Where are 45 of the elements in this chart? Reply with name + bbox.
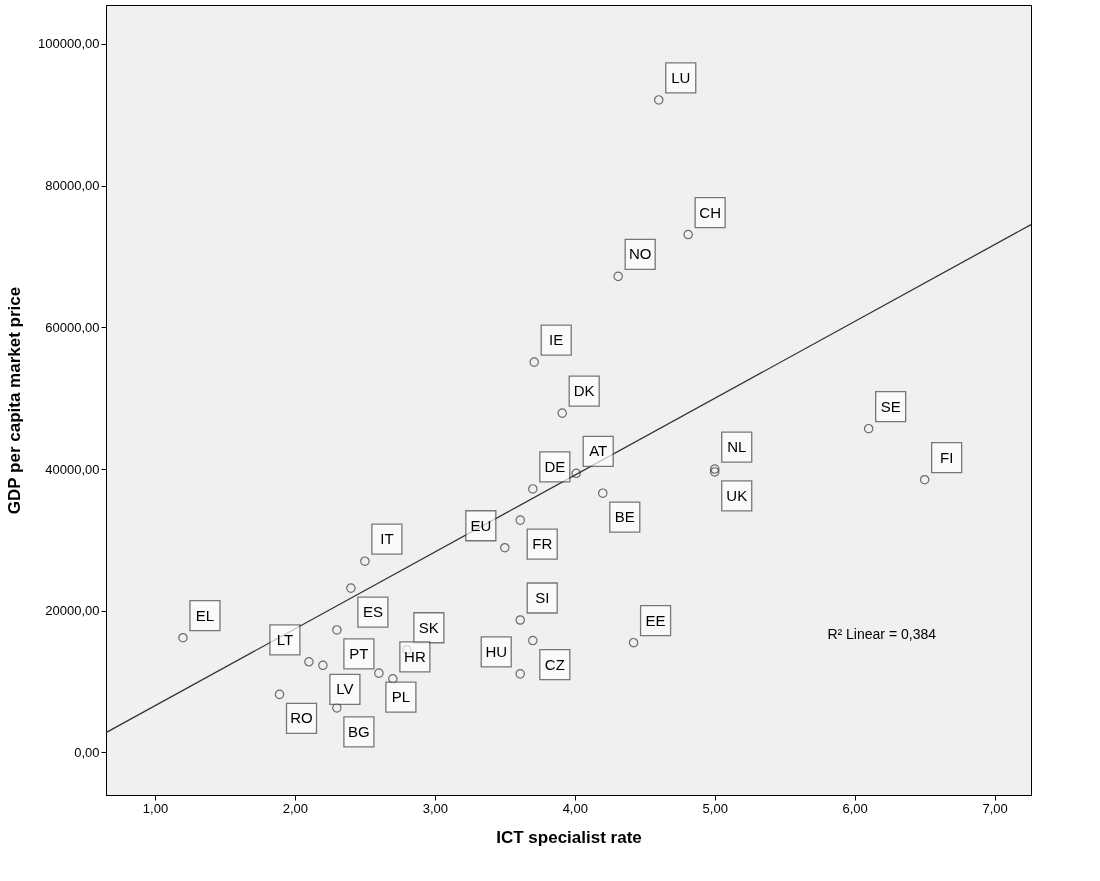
annotation: CZ — [544, 655, 565, 673]
annotation: DK — [573, 382, 595, 400]
annotation: LV — [336, 680, 354, 698]
x-tick-label: 1,00 — [142, 800, 169, 816]
y-tick-label: 60000,00 — [45, 319, 100, 335]
x-axis-title: ICT specialist rate — [496, 827, 642, 847]
annotation: FR — [532, 535, 553, 553]
annotation: SK — [418, 618, 439, 636]
annotation: NL — [727, 438, 747, 456]
annotation: ES — [362, 603, 383, 621]
x-tick-label: 4,00 — [562, 800, 588, 816]
annotation: CH — [699, 203, 721, 221]
y-tick-label: 40000,00 — [45, 461, 100, 477]
annotation: NO — [628, 245, 652, 263]
annotation: EE — [645, 611, 666, 629]
y-tick-label: 20000,00 — [45, 603, 100, 619]
annotation: SI — [535, 589, 550, 606]
annotation: FI — [939, 448, 954, 466]
y-axis-title: GDP per capita market price — [5, 286, 25, 515]
annotation: R² Linear = 0,384 — [827, 626, 937, 642]
annotation: BE — [614, 508, 635, 526]
annotation: SE — [880, 397, 901, 415]
annotation: IT — [380, 530, 394, 548]
annotation: EL — [195, 606, 215, 624]
annotation: UK — [726, 486, 748, 504]
annotation: BG — [348, 722, 370, 740]
annotation: HU — [485, 642, 508, 660]
x-tick-label: 7,00 — [982, 800, 1008, 816]
x-tick-label: 3,00 — [422, 800, 449, 816]
annotation: HR — [404, 647, 426, 665]
annotation: DE — [544, 457, 566, 475]
annotation: IE — [549, 331, 564, 349]
annotation: PL — [391, 688, 411, 706]
annotation: LU — [671, 68, 691, 86]
annotation: PT — [349, 644, 369, 662]
annotation: AT — [589, 442, 608, 460]
x-tick-label: 2,00 — [282, 800, 309, 816]
x-tick-label: 6,00 — [842, 800, 868, 816]
annotation: EU — [470, 516, 492, 534]
x-tick-label: 5,00 — [702, 800, 728, 816]
annotation: RO — [290, 709, 313, 727]
annotation: LT — [276, 630, 294, 648]
y-tick-label: 100000,00 — [38, 36, 100, 52]
y-tick-label: 80000,00 — [45, 178, 100, 194]
y-tick-label: 0,00 — [74, 744, 100, 760]
